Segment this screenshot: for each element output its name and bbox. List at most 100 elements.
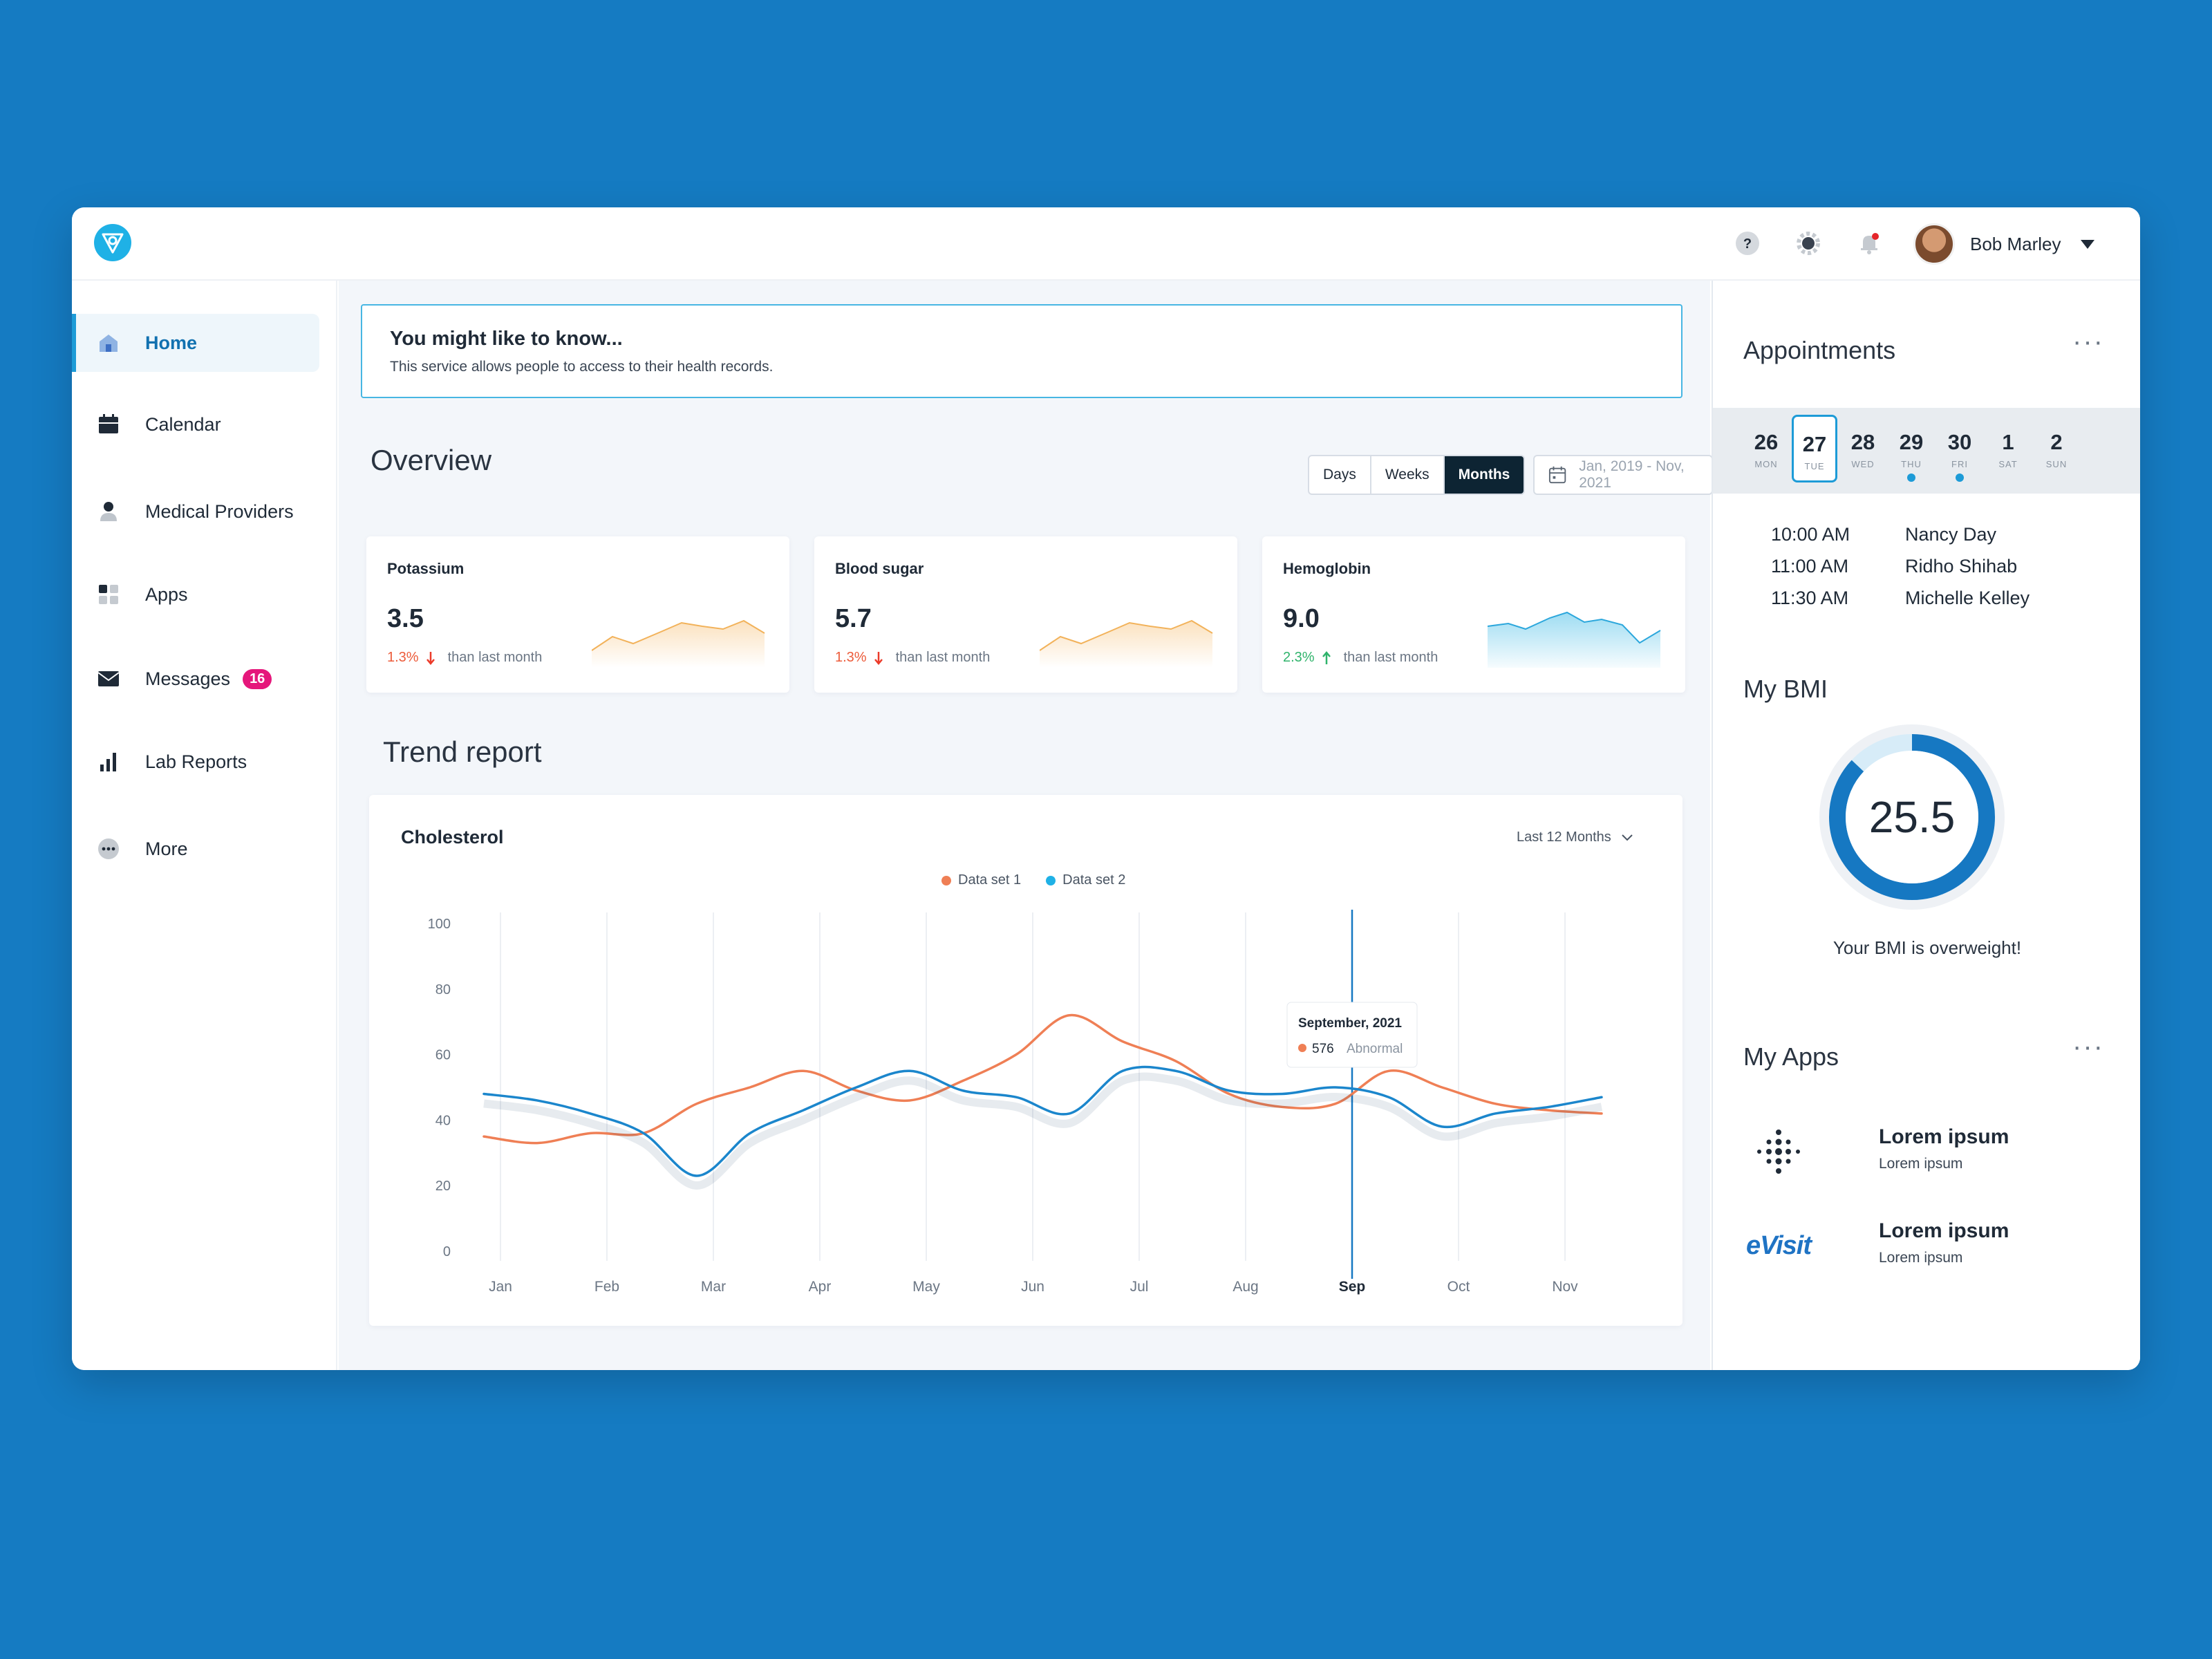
trend-report-title: Trend report: [383, 735, 542, 768]
sidebar-item-lab-reports[interactable]: Lab Reports: [72, 733, 319, 791]
svg-text:?: ?: [1743, 236, 1752, 252]
week-strip: 26 MON 27 TUE 28 WED 29 THU 30 FRI 1 SAT 2 SUN: [1713, 408, 2140, 494]
stat-delta: 1.3% than last month: [835, 650, 990, 666]
cholesterol-chart-card: Cholesterol Last 12 Months Data set 1 Da…: [369, 795, 1683, 1326]
y-tick-label: 60: [435, 1048, 451, 1063]
delta-percent: 1.3%: [387, 650, 419, 665]
appointment-item[interactable]: 11:30 AM Michelle Kelley: [1771, 588, 2030, 609]
legend-swatch: [941, 875, 951, 885]
main-content: You might like to know... This service a…: [339, 281, 1713, 1370]
day-fri[interactable]: 30 FRI: [1937, 415, 1983, 482]
app-subtitle: Lorem ipsum: [1879, 1250, 1963, 1266]
delta-compare: than last month: [447, 650, 543, 665]
user-menu[interactable]: Bob Marley: [1913, 218, 2094, 270]
blood-sugar-sparkline: [1040, 619, 1213, 668]
stat-value: 5.7: [835, 604, 872, 633]
sidebar-item-home[interactable]: Home: [72, 314, 319, 372]
sidebar-item-label: Home: [145, 332, 198, 353]
apps-more-icon[interactable]: ···: [2072, 1031, 2104, 1062]
period-months-button[interactable]: Months: [1444, 456, 1524, 494]
delta-percent: 1.3%: [835, 650, 867, 665]
series-line-2: [482, 1065, 1603, 1177]
fitbit-logo-icon: [1747, 1124, 1810, 1179]
appointment-name: Ridho Shihab: [1905, 556, 2018, 577]
app-item-fitbit[interactable]: Lorem ipsum Lorem ipsum: [1741, 1117, 2128, 1186]
appointment-item[interactable]: 11:00 AM Ridho Shihab: [1771, 556, 2017, 577]
x-tick-label: Nov: [1552, 1279, 1578, 1295]
chevron-down-icon: [2080, 239, 2094, 249]
y-tick-label: 40: [435, 1113, 451, 1128]
day-number: 30: [1947, 430, 1972, 454]
stat-name: Hemoglobin: [1283, 560, 1371, 577]
notification-bell-icon[interactable]: [1854, 228, 1884, 259]
series-line-1: [482, 1013, 1603, 1145]
tooltip-dot: [1298, 1044, 1306, 1052]
appointments-title: Appointments: [1743, 336, 1896, 364]
day-sat[interactable]: 1 SAT: [1985, 415, 2031, 482]
blood-sugar-card[interactable]: Blood sugar 5.7 1.3% than last month: [814, 536, 1237, 693]
appointment-name: Nancy Day: [1905, 524, 1997, 545]
day-wed[interactable]: 28 WED: [1840, 415, 1886, 482]
event-dot: [1907, 474, 1915, 482]
x-tick-label: Jul: [1130, 1279, 1149, 1295]
chart-tooltip: September, 2021 576 Abnormal: [1286, 1002, 1418, 1068]
period-days-button[interactable]: Days: [1309, 456, 1371, 494]
sidebar-item-apps[interactable]: Apps: [72, 565, 319, 624]
range-value: Last 12 Months: [1517, 830, 1611, 845]
cholesterol-line-chart: 0 20 40 60 80 100 Jan Feb Mar Apr May Jun Jul Aug Sep O…: [428, 910, 1603, 1295]
day-sun[interactable]: 2 SUN: [2034, 415, 2079, 482]
help-icon[interactable]: ?: [1732, 228, 1763, 259]
day-name: TUE: [1804, 461, 1825, 471]
day-tue[interactable]: 27 TUE: [1792, 415, 1837, 482]
potassium-card[interactable]: Potassium 3.5 1.3% than last month: [366, 536, 789, 693]
stat-value: 9.0: [1283, 604, 1320, 633]
event-dot: [1956, 474, 1964, 482]
app-window: ? Bob Marley Home Calendar: [72, 207, 2140, 1370]
x-tick-label: Sep: [1339, 1279, 1366, 1295]
info-banner: You might like to know... This service a…: [361, 304, 1683, 398]
legend-item[interactable]: Data set 1: [941, 872, 1021, 888]
day-mon[interactable]: 26 MON: [1743, 415, 1789, 482]
tooltip-title: September, 2021: [1298, 1016, 1402, 1031]
bmi-value: 25.5: [1868, 792, 1956, 842]
appointments-more-icon[interactable]: ···: [2072, 326, 2104, 357]
bmi-ring: [1819, 724, 2005, 910]
day-number: 1: [2002, 430, 2014, 454]
date-range-picker[interactable]: Jan, 2019 - Nov, 2021: [1533, 455, 1713, 495]
settings-gear-icon[interactable]: [1793, 228, 1824, 259]
arrow-down-icon: [874, 651, 883, 665]
trillium-logo-icon: [102, 233, 124, 254]
delta-compare: than last month: [1343, 650, 1438, 665]
sidebar-item-label: Lab Reports: [145, 751, 247, 772]
user-avatar: [1913, 223, 1955, 265]
stat-delta: 2.3% than last month: [1283, 650, 1438, 666]
hemoglobin-card[interactable]: Hemoglobin 9.0 2.3% than last month: [1262, 536, 1685, 693]
app-logo[interactable]: [94, 224, 131, 261]
my-apps-title: My Apps: [1743, 1042, 1839, 1071]
legend-label: Data set 2: [1062, 872, 1126, 888]
app-item-evisit[interactable]: eVisit Lorem ipsum Lorem ipsum: [1741, 1211, 2128, 1280]
appointment-name: Michelle Kelley: [1905, 588, 2030, 608]
stat-delta: 1.3% than last month: [387, 650, 542, 666]
sidebar-item-more[interactable]: More: [72, 820, 319, 878]
appointment-item[interactable]: 10:00 AM Nancy Day: [1771, 524, 1996, 545]
sidebar-item-medical-providers[interactable]: Medical Providers: [72, 482, 319, 541]
day-thu[interactable]: 29 THU: [1888, 415, 1934, 482]
stat-value: 3.5: [387, 604, 424, 633]
appointment-time: 10:00 AM: [1771, 524, 1850, 545]
range-dropdown[interactable]: Last 12 Months: [1517, 830, 1633, 845]
evisit-logo: eVisit: [1746, 1218, 1812, 1273]
sidebar-item-calendar[interactable]: Calendar: [72, 395, 319, 453]
period-weeks-button[interactable]: Weeks: [1371, 456, 1445, 494]
tooltip-box: [1286, 1002, 1418, 1068]
sidebar-item-messages[interactable]: Messages 16: [72, 650, 319, 708]
arrow-up-icon: [1322, 650, 1331, 664]
day-name: SAT: [1998, 459, 2018, 469]
y-tick-label: 80: [435, 982, 451, 997]
day-name: SUN: [2045, 459, 2068, 469]
legend-item[interactable]: Data set 2: [1046, 872, 1125, 888]
x-tick-label: Apr: [809, 1279, 832, 1295]
legend-swatch: [1046, 875, 1056, 885]
x-tick-label: Oct: [1447, 1279, 1470, 1295]
chart-legend: Data set 1 Data set 2: [941, 872, 1125, 888]
